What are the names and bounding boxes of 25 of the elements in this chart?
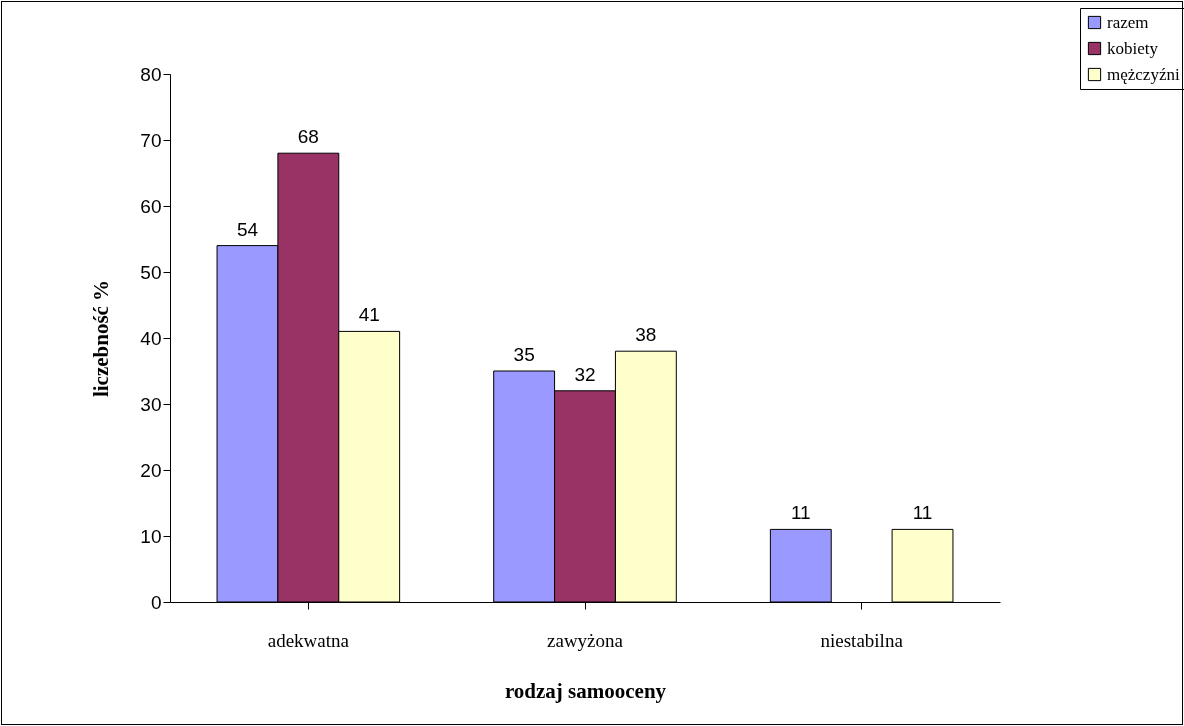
x-tick-label: zawyżona xyxy=(547,629,624,651)
y-tick-label: 20 xyxy=(140,459,162,481)
y-tick-label: 10 xyxy=(140,525,162,547)
data-label: 32 xyxy=(574,363,596,385)
data-label: 41 xyxy=(358,304,380,326)
y-tick-label: 30 xyxy=(140,393,162,415)
data-label: 11 xyxy=(912,502,933,524)
legend-label: kobiety xyxy=(1107,38,1159,58)
legend-label: mężczyźni xyxy=(1107,64,1180,84)
legend-label: razem xyxy=(1107,12,1149,32)
data-label: 38 xyxy=(635,324,657,346)
y-tick-label: 0 xyxy=(150,591,162,613)
data-label: 35 xyxy=(513,344,535,365)
data-label: 54 xyxy=(236,218,259,240)
y-tick-label: 50 xyxy=(140,261,162,283)
y-tick-label: 80 xyxy=(140,63,162,85)
data-label: 11 xyxy=(790,502,811,524)
y-tick-label: 60 xyxy=(140,195,162,217)
y-tick-label: 70 xyxy=(140,129,162,151)
x-tick-label: adekwatna xyxy=(267,629,350,651)
x-axis-title: rodzaj samooceny xyxy=(504,678,667,703)
y-axis-title: liczebność % xyxy=(89,279,114,398)
data-label: 68 xyxy=(297,126,319,148)
y-tick-label: 40 xyxy=(140,327,162,349)
x-tick-label: niestabilna xyxy=(820,629,904,651)
